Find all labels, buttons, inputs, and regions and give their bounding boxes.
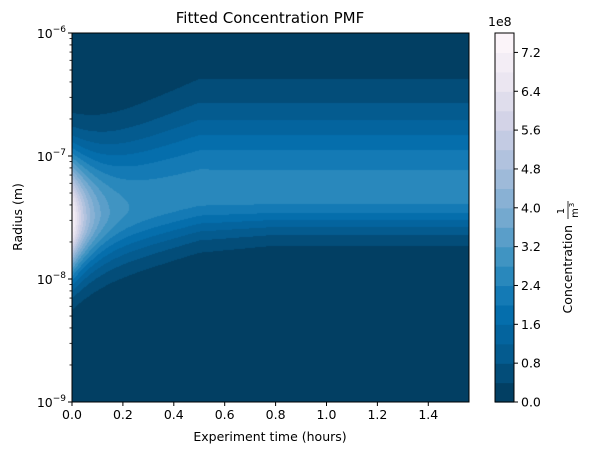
y-tick-label: 10−9 [37,394,66,410]
colorbar-band [495,382,514,403]
colorbar-band [495,33,514,54]
colorbar-tick-label: 1.6 [521,317,541,332]
colorbar-band [495,71,514,92]
y-tick-label: 10−8 [37,271,66,287]
x-tick-label: 1.0 [317,407,337,422]
colorbar-tick-label: 7.2 [521,45,541,60]
colorbar-band [495,285,514,306]
colorbar-band [495,130,514,151]
colorbar-label-denominator: m [570,208,581,218]
x-tick-label: 1.2 [367,407,387,422]
colorbar-ticks: 0.0 0.8 1.6 2.4 3.2 4.0 4.8 5.6 6.4 7.2 [514,45,541,410]
colorbar-bands [495,33,514,403]
y-tick-label: 10−7 [37,148,66,164]
x-tick-label: 0.2 [113,407,133,422]
colorbar-band [495,227,514,248]
x-tick-label: 0.8 [266,407,286,422]
colorbar-label-numerator: 1 [556,208,567,214]
colorbar-tick-label: 5.6 [521,123,541,138]
x-tick-label: 0.0 [62,407,82,422]
x-tick-label: 0.4 [164,407,184,422]
colorbar-band [495,324,514,345]
x-axis-label: Experiment time (hours) [193,429,346,444]
chart-title: Fitted Concentration PMF [176,9,364,27]
colorbar-band [495,207,514,228]
plot-frame [71,32,470,403]
y-axis-label: Radius (m) [10,183,25,251]
colorbar-band [495,110,514,131]
colorbar-band [495,52,514,73]
colorbar-band [495,246,514,267]
colorbar-band [495,168,514,189]
colorbar-band [495,266,514,287]
colorbar-frame [494,32,515,403]
colorbar-band [495,363,514,384]
heatmap [72,33,469,402]
colorbar-tick-label: 6.4 [521,84,541,99]
colorbar: 0.0 0.8 1.6 2.4 3.2 4.0 4.8 5.6 6.4 7.2 1e8 Conce… [488,14,581,410]
colorbar-scale-note: 1e8 [488,14,512,29]
colorbar-band [495,91,514,112]
colorbar-tick-label: 2.4 [521,278,541,293]
colorbar-label: Concentration 1 m 3 [556,201,581,313]
colorbar-tick-label: 0.8 [521,356,541,371]
colorbar-label-denominator-exponent: 3 [568,203,576,207]
colorbar-tick-label: 3.2 [521,239,541,254]
y-axis: 10−9 10−8 10−7 10−6 [37,25,72,410]
colorbar-band [495,149,514,170]
colorbar-tick-label: 4.8 [521,161,541,176]
colorbar-label-text: Concentration [560,225,575,313]
colorbar-band [495,304,514,325]
colorbar-band [495,343,514,364]
colorbar-tick-label: 0.0 [521,395,541,410]
colorbar-tick-label: 4.0 [521,200,541,215]
colorbar-band [495,188,514,209]
x-tick-label: 1.4 [418,407,438,422]
x-tick-label: 0.6 [215,407,235,422]
heatmap-surface [72,33,469,402]
y-tick-label: 10−6 [37,25,66,41]
x-axis: 0.0 0.2 0.4 0.6 0.8 1.0 1.2 1.4 [62,402,438,422]
